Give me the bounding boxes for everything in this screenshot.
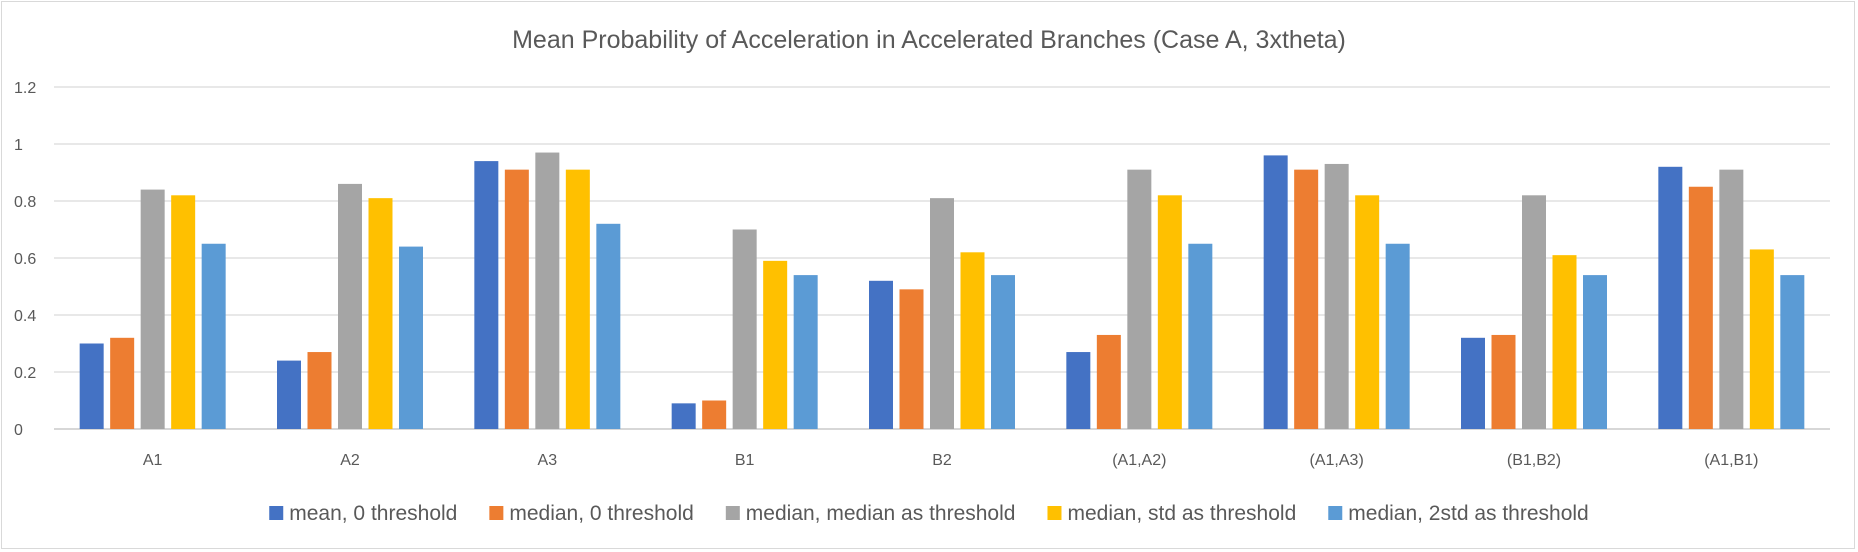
bar: [1461, 337, 1485, 429]
bar: [1188, 243, 1213, 429]
y-tick-label: 0.2: [14, 365, 36, 382]
legend-swatch: [1047, 506, 1062, 520]
bar: [1263, 155, 1288, 429]
legend-label: median, median as threshold: [746, 502, 1016, 525]
bar: [1552, 255, 1577, 429]
x-axis-ticks: A1 A2 A3 B1 B2 (A1,A2) (A1,A3) (B1,B2) (A1,B1): [143, 452, 1759, 469]
x-tick-label: (B1,B2): [1507, 452, 1561, 469]
bar: [504, 169, 529, 429]
legend: mean, 0 threshold median, 0 threshold medi…: [269, 502, 1589, 525]
bar: [1658, 166, 1683, 430]
bar: [79, 343, 104, 429]
bar: [960, 252, 985, 429]
bar: [368, 198, 393, 429]
bar: [991, 275, 1015, 429]
bar: [201, 243, 226, 429]
x-tick-label: (A1,B1): [1704, 452, 1758, 469]
legend-label: median, 2std as threshold: [1348, 502, 1588, 525]
bar: [793, 275, 818, 429]
bar: [338, 183, 362, 429]
bar: [702, 400, 727, 429]
bar: [763, 260, 788, 429]
bar: [1294, 169, 1319, 429]
legend-label: median, std as threshold: [1067, 502, 1296, 525]
legend-item: median, 0 threshold: [489, 502, 694, 525]
y-tick-label: 1.2: [14, 80, 36, 97]
bar: [1583, 275, 1607, 429]
legend-item: median, std as threshold: [1047, 502, 1296, 525]
legend-swatch: [489, 506, 504, 520]
bar: [1385, 243, 1410, 429]
bar: [1719, 169, 1744, 429]
legend-swatch: [269, 506, 284, 520]
y-tick-label: 0.6: [14, 251, 36, 268]
legend-label: median, 0 threshold: [509, 502, 693, 525]
bar: [307, 352, 332, 429]
bar: [399, 246, 423, 429]
bar: [140, 189, 165, 429]
chart-title: Mean Probability of Acceleration in Acce…: [512, 26, 1346, 54]
bar: [1157, 195, 1182, 429]
x-tick-label: A2: [340, 452, 360, 469]
x-tick-label: B1: [735, 452, 755, 469]
bar: [1066, 352, 1091, 429]
legend-swatch: [1328, 506, 1343, 520]
bar: [171, 195, 196, 429]
bars: [79, 152, 1805, 430]
x-tick-label: (A1,A3): [1310, 452, 1364, 469]
legend-item: mean, 0 threshold: [269, 502, 457, 525]
bar: [930, 198, 954, 429]
bar: [277, 360, 301, 429]
bar: [1749, 249, 1774, 429]
bar: [596, 223, 621, 429]
bar: [1522, 195, 1546, 429]
bar: [1688, 186, 1713, 429]
bar: [535, 152, 560, 430]
legend-swatch: [725, 506, 740, 520]
bar: [899, 289, 924, 429]
x-tick-label: A3: [538, 452, 558, 469]
y-tick-label: 0.8: [14, 194, 36, 211]
bar: [1324, 163, 1349, 429]
legend-item: median, median as threshold: [725, 502, 1016, 525]
legend-item: median, 2std as threshold: [1328, 502, 1589, 525]
x-tick-label: (A1,A2): [1112, 452, 1166, 469]
y-axis-ticks: 0 0.2 0.4 0.6 0.8 1 1.2: [14, 80, 36, 439]
x-tick-label: B2: [932, 452, 952, 469]
bar: [1127, 169, 1152, 429]
bar: [1780, 275, 1805, 429]
y-tick-label: 1: [14, 137, 23, 154]
bar: [474, 161, 499, 429]
x-tick-label: A1: [143, 452, 163, 469]
y-tick-label: 0: [14, 422, 23, 439]
bar: [869, 280, 893, 429]
bar: [1491, 334, 1516, 429]
bar: [1096, 334, 1121, 429]
bar: [1355, 195, 1380, 429]
bar: [732, 229, 757, 429]
bar: [565, 169, 590, 429]
y-tick-label: 0.4: [14, 308, 36, 325]
bar: [671, 403, 696, 429]
legend-label: mean, 0 threshold: [289, 502, 457, 525]
bar: [110, 337, 135, 429]
